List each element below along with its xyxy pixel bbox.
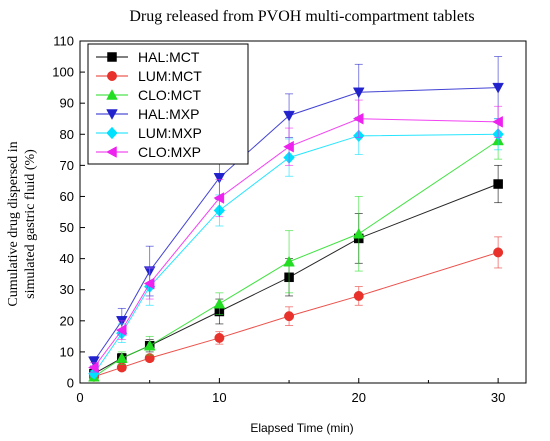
data-point [214, 332, 225, 343]
data-point [213, 173, 226, 184]
y-axis-label-line-2: simulated gastric fluid (%) [23, 149, 38, 299]
x-axis-label: Elapsed Time (min) [250, 421, 353, 435]
series-clo-mxp [88, 99, 503, 374]
legend-marker [106, 89, 118, 100]
y-tick-label: 110 [53, 34, 74, 49]
data-point [352, 227, 365, 239]
y-tick-label: 100 [52, 65, 74, 80]
legend-label: CLO:MCT [138, 87, 201, 103]
data-point [115, 324, 127, 336]
legend-marker [107, 52, 117, 62]
legend-label: LUM:MCT [138, 68, 202, 84]
chart-title: Drug released from PVOH multi-compartmen… [129, 8, 474, 25]
legend-marker [107, 71, 117, 81]
legend: HAL:MCT LUM:MCT CLO:MCT HAL:MXP LUM:MXP CLO:M… [87, 43, 249, 165]
data-point [493, 247, 504, 258]
data-point [283, 110, 295, 122]
x-tick-label: 30 [491, 390, 505, 405]
x-tick-label: 0 [76, 390, 83, 405]
x-tick-label: 10 [212, 390, 226, 405]
series-line [93, 140, 499, 378]
y-tick-label: 40 [60, 251, 74, 266]
data-point [284, 311, 295, 322]
data-point [492, 82, 504, 94]
y-tick-label: 0 [67, 376, 74, 391]
data-point [115, 352, 128, 363]
y-tick-label: 90 [60, 96, 74, 111]
series-line [93, 133, 499, 374]
data-point [143, 339, 156, 351]
series-lum-mct [88, 236, 504, 382]
legend-marker [106, 146, 117, 158]
legend-label: LUM:MXP [138, 125, 202, 141]
series-layer [88, 56, 504, 382]
data-point [88, 361, 99, 374]
legend-box [87, 43, 249, 165]
plot-frame [79, 40, 527, 384]
y-tick-label: 20 [60, 313, 74, 328]
data-point [213, 297, 226, 309]
data-point [493, 179, 503, 189]
data-point [283, 140, 294, 153]
legend-label: CLO:MXP [138, 144, 201, 160]
axis-ticks: 0 10 20 30 40 50 60 70 80 90 100 110 0 10 20 30 [52, 34, 505, 406]
data-point [352, 87, 365, 99]
y-tick-label: 30 [60, 282, 74, 297]
data-point [143, 277, 155, 290]
legend-label: HAL:MXP [138, 106, 199, 122]
y-tick-label: 60 [60, 189, 74, 204]
data-point [283, 255, 295, 267]
data-point [352, 112, 364, 125]
data-point [492, 116, 503, 128]
legend-marker [106, 126, 118, 140]
legend-label: HAL:MCT [138, 49, 200, 65]
y-tick-label: 70 [60, 158, 74, 173]
legend-marker [106, 109, 118, 120]
data-point [213, 192, 225, 204]
y-tick-label: 10 [60, 344, 74, 359]
y-tick-label: 80 [60, 127, 74, 142]
series-line [93, 183, 499, 375]
y-tick-label: 50 [60, 220, 74, 235]
data-point [353, 290, 364, 301]
data-point [88, 356, 100, 368]
y-axis-label-line-1: Cumulative drug dispersed in [6, 141, 21, 306]
x-tick-label: 20 [352, 390, 366, 405]
